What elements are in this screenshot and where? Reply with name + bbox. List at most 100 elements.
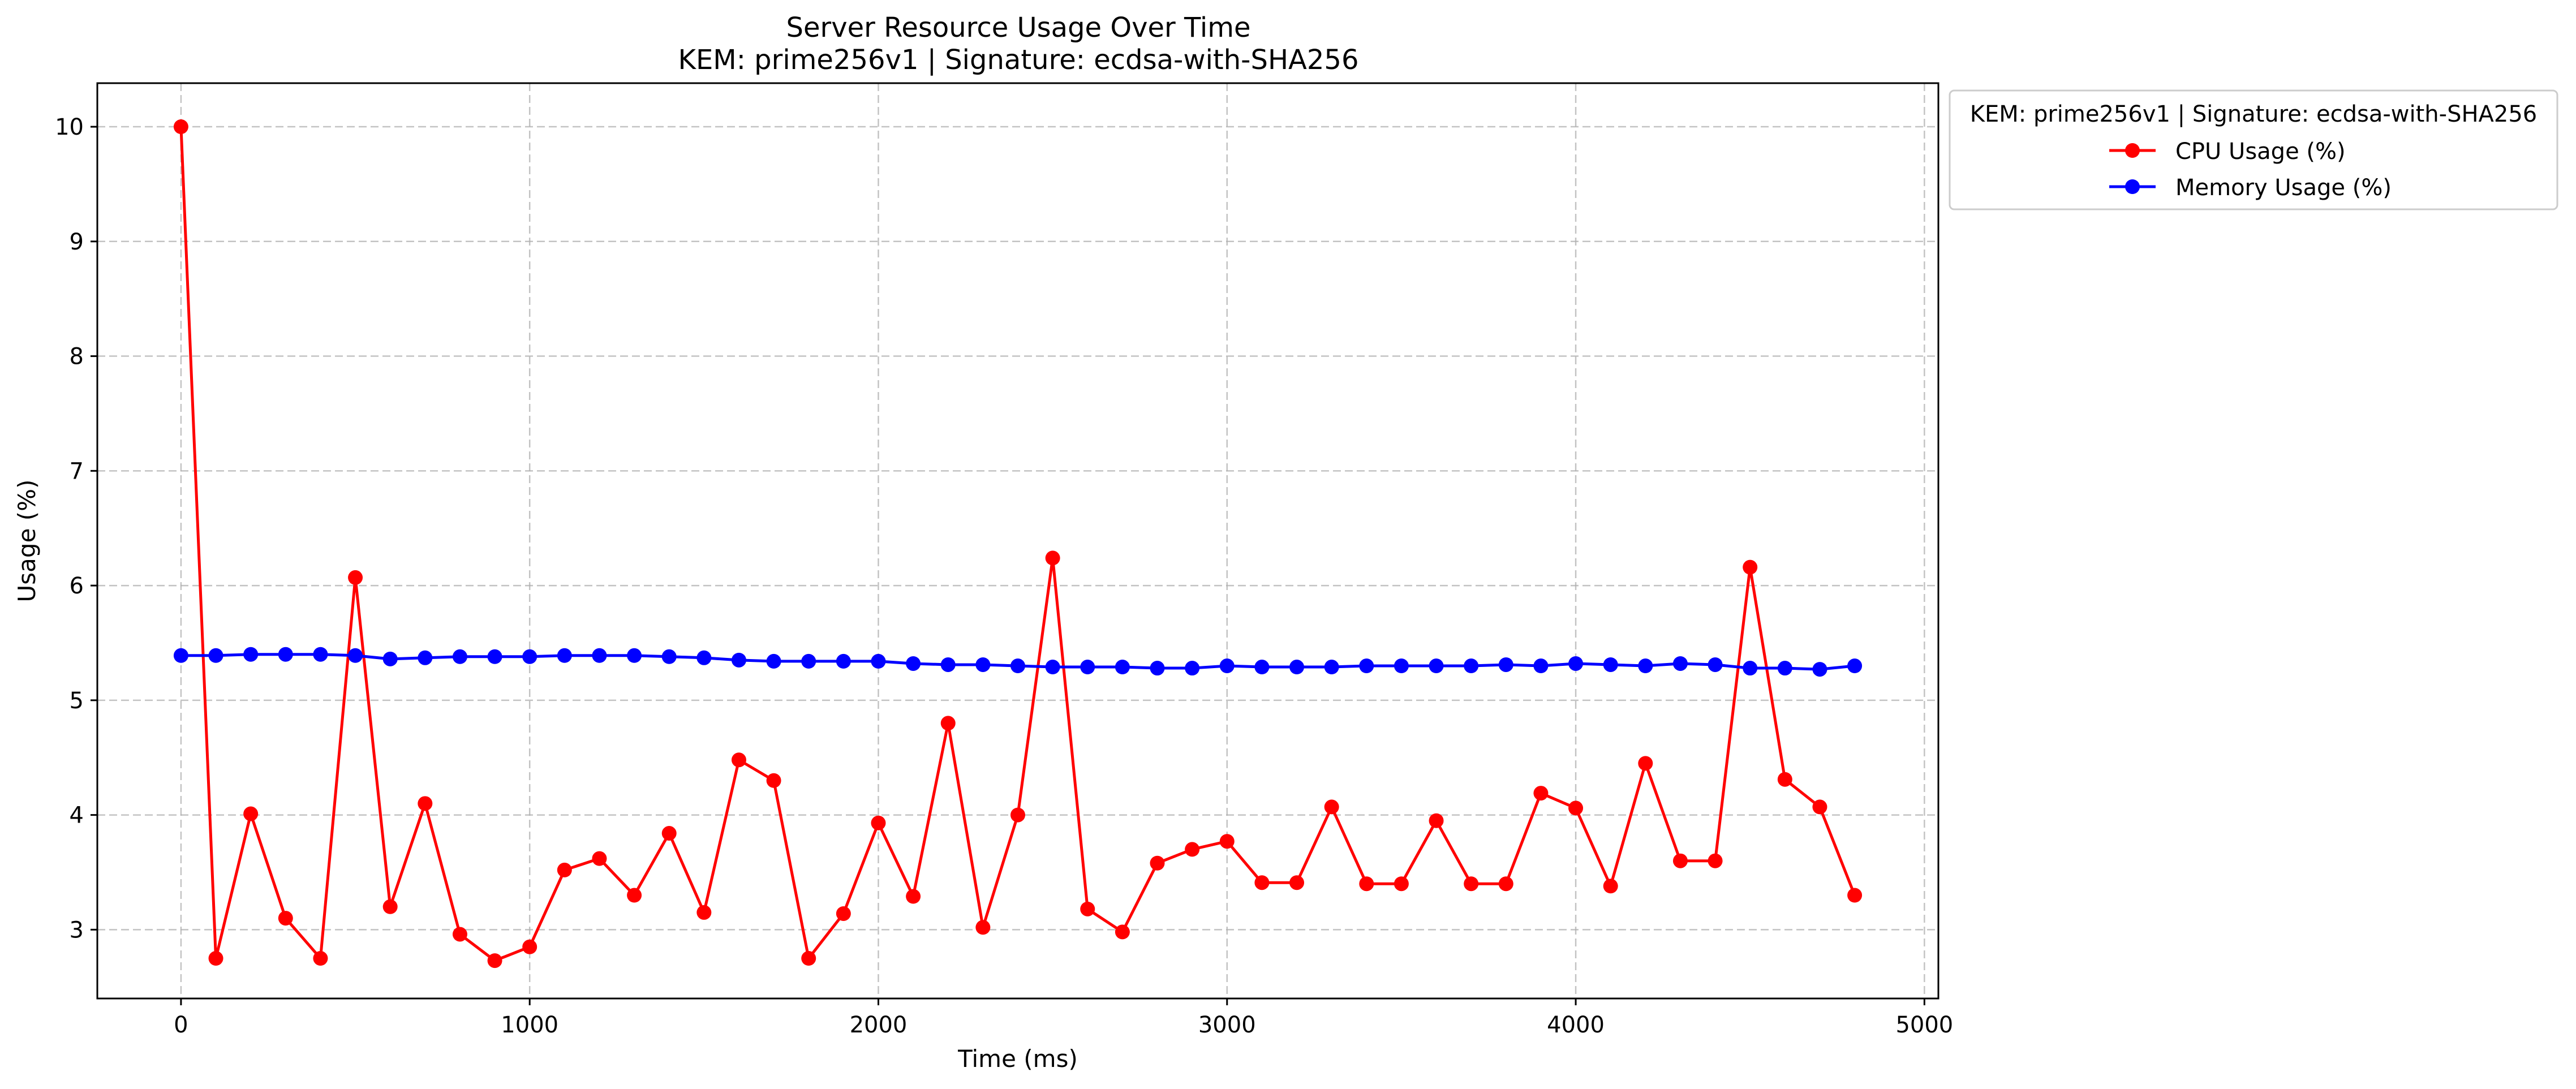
- cpu-point: [836, 906, 851, 921]
- chart-title: Server Resource Usage Over Time: [786, 12, 1250, 44]
- cpu-point: [1777, 772, 1792, 787]
- memory-point: [801, 653, 816, 669]
- memory-point: [1568, 656, 1584, 671]
- cpu-point: [348, 570, 363, 585]
- memory-point: [1708, 657, 1723, 672]
- cpu-point: [1289, 875, 1305, 890]
- cpu-point: [1010, 807, 1025, 823]
- memory-point: [382, 651, 398, 666]
- cpu-point: [1115, 924, 1130, 940]
- memory-point: [208, 648, 223, 663]
- memory-point: [1638, 658, 1653, 674]
- memory-point: [1010, 658, 1025, 674]
- legend-memory-label: Memory Usage (%): [2175, 175, 2392, 201]
- memory-point: [696, 650, 712, 665]
- memory-point: [1115, 660, 1130, 675]
- x-tick-label: 3000: [1198, 1012, 1256, 1038]
- cpu-point: [1150, 855, 1165, 871]
- memory-series: [173, 647, 1863, 677]
- cpu-point: [1708, 853, 1723, 868]
- x-tick-label: 5000: [1895, 1012, 1953, 1038]
- x-tick-label: 0: [174, 1012, 188, 1038]
- memory-point: [731, 652, 746, 668]
- cpu-point: [382, 899, 398, 914]
- legend-cpu-marker: [2125, 143, 2140, 158]
- cpu-point: [418, 796, 433, 811]
- memory-point: [1150, 661, 1165, 676]
- y-tick-label: 10: [55, 114, 84, 140]
- cpu-point: [1743, 559, 1758, 575]
- y-axis-label: Usage (%): [13, 480, 41, 602]
- memory-point: [1219, 658, 1235, 674]
- cpu-point: [522, 939, 537, 954]
- cpu-point: [1219, 834, 1235, 849]
- cpu-point: [243, 806, 259, 821]
- cpu-point: [1847, 888, 1863, 903]
- memory-point: [1359, 658, 1374, 674]
- memory-point: [1045, 660, 1060, 675]
- y-tick-label: 8: [70, 344, 84, 370]
- x-tick-label: 4000: [1547, 1012, 1605, 1038]
- axes-frame: [96, 82, 1939, 1000]
- y-tick-label: 7: [70, 458, 84, 484]
- memory-point: [173, 648, 188, 663]
- memory-point: [940, 657, 956, 672]
- y-tick-label: 6: [70, 573, 84, 599]
- memory-point: [313, 647, 328, 662]
- memory-point: [452, 649, 467, 664]
- cpu-point: [1672, 853, 1688, 868]
- plot-area: [173, 119, 1863, 969]
- memory-point: [1777, 661, 1792, 676]
- cpu-point: [940, 716, 956, 731]
- cpu-point: [208, 951, 223, 966]
- cpu-point: [975, 920, 991, 935]
- x-axis-label: Time (ms): [957, 1045, 1078, 1073]
- cpu-point: [1533, 786, 1549, 801]
- cpu-point: [173, 119, 188, 135]
- cpu-point: [1045, 550, 1060, 566]
- cpu-point: [452, 927, 467, 942]
- memory-point: [1324, 660, 1339, 675]
- memory-point: [522, 649, 537, 664]
- cpu-point: [592, 851, 607, 866]
- x-tick-label: 2000: [850, 1012, 908, 1038]
- cpu-point: [1324, 799, 1339, 815]
- memory-point: [836, 653, 851, 669]
- memory-point: [1185, 661, 1200, 676]
- memory-point: [871, 653, 886, 669]
- cpu-point: [1603, 879, 1618, 894]
- axis-ticks: 0 1000 2000 3000 4000 5000 3 4 5 6 7 8 9 10: [55, 114, 1953, 1038]
- cpu-point: [278, 911, 293, 926]
- memory-point: [348, 648, 363, 663]
- cpu-point: [1080, 901, 1095, 916]
- cpu-point: [1812, 799, 1827, 815]
- memory-point: [418, 650, 433, 665]
- chart-subtitle: KEM: prime256v1 | Signature: ecdsa-with-…: [678, 44, 1358, 76]
- cpu-point: [1359, 876, 1374, 892]
- memory-point: [1080, 660, 1095, 675]
- cpu-point: [1429, 813, 1444, 828]
- y-tick-label: 4: [70, 803, 84, 829]
- memory-point: [243, 647, 259, 662]
- memory-point: [1847, 658, 1863, 674]
- cpu-point: [766, 773, 781, 788]
- cpu-point: [1568, 800, 1584, 816]
- cpu-point: [661, 826, 677, 841]
- legend-title: KEM: prime256v1 | Signature: ecdsa-with-…: [1970, 101, 2538, 127]
- memory-point: [906, 656, 921, 671]
- cpu-point: [871, 815, 886, 830]
- cpu-point: [1464, 876, 1479, 892]
- cpu-point: [1498, 876, 1513, 892]
- memory-point: [1498, 657, 1513, 672]
- memory-point: [1254, 660, 1270, 675]
- memory-point: [975, 657, 991, 672]
- memory-point: [627, 648, 642, 663]
- memory-point: [1603, 657, 1618, 672]
- cpu-point: [487, 953, 502, 969]
- memory-point: [1289, 660, 1305, 675]
- memory-point: [592, 648, 607, 663]
- cpu-point: [313, 951, 328, 966]
- cpu-point: [1394, 876, 1409, 892]
- cpu-point: [1254, 875, 1270, 890]
- memory-point: [1394, 658, 1409, 674]
